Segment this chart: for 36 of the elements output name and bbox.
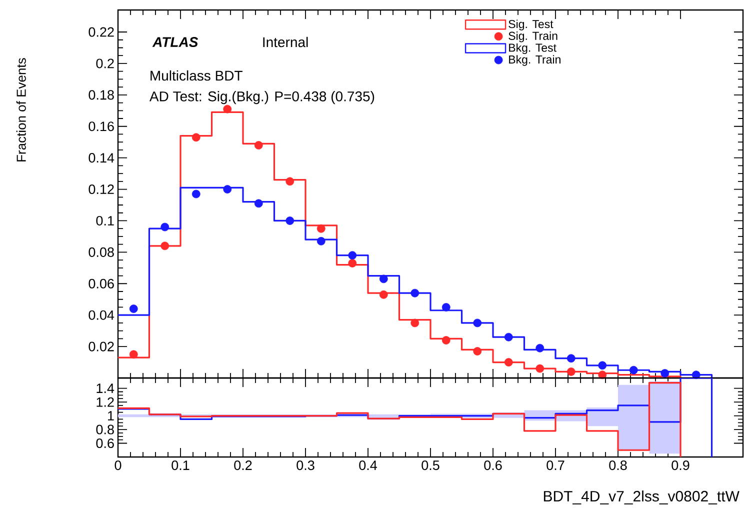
y-tick-label: 0.14 [88, 153, 114, 163]
legend-label: Sig. Test [508, 20, 554, 30]
y-tick-label: 0.18 [88, 90, 114, 100]
x-tick-label: 0.6 [484, 460, 502, 470]
x-tick-label: 0.3 [296, 460, 314, 470]
y-tick-label: 1 [108, 411, 114, 420]
legend-label: Bkg. Train [509, 55, 560, 66]
y-tick-label: 1.2 [96, 397, 114, 407]
annotation: ATLAS [152, 37, 198, 47]
x-axis-title: BDT_4D_v7_2lss_v0802_ttW [544, 490, 740, 504]
y-tick-label: 0.22 [88, 27, 114, 37]
y-tick-label: 0.6 [96, 438, 114, 448]
legend-label: Bkg. Test [509, 43, 556, 54]
annotation: AD Test: Sig.(Bkg.) P=0.438 (0.735) [149, 91, 374, 104]
y-tick-label: 0.08 [88, 247, 114, 257]
x-tick-label: 0.2 [234, 460, 252, 470]
x-tick-label: 0.7 [546, 460, 564, 470]
y-tick-label: 1.4 [96, 384, 114, 393]
y-axis-title: Fraction of Events [16, 58, 26, 162]
x-tick-label: 0.8 [609, 460, 627, 470]
x-tick-label: 0.9 [672, 460, 690, 470]
y-tick-label: 0.06 [88, 278, 114, 288]
y-tick-label: 0.16 [88, 122, 114, 132]
y-tick-label: 0.04 [88, 310, 114, 320]
y-tick-label: 0.12 [88, 184, 114, 194]
annotation: Multiclass BDT [150, 70, 242, 81]
y-tick-label: 0.1 [96, 216, 114, 226]
y-tick-label: 0.02 [88, 342, 114, 352]
y-tick-label: 0.2 [96, 58, 114, 68]
legend-label: Sig. Train [508, 32, 558, 42]
y-tick-label: 0.8 [96, 424, 114, 434]
x-tick-label: 0.4 [359, 460, 377, 470]
x-tick-label: 0.1 [172, 460, 190, 470]
annotation: Internal [263, 36, 308, 48]
x-tick-label: 0 [114, 460, 122, 470]
x-tick-label: 0.5 [422, 460, 440, 470]
